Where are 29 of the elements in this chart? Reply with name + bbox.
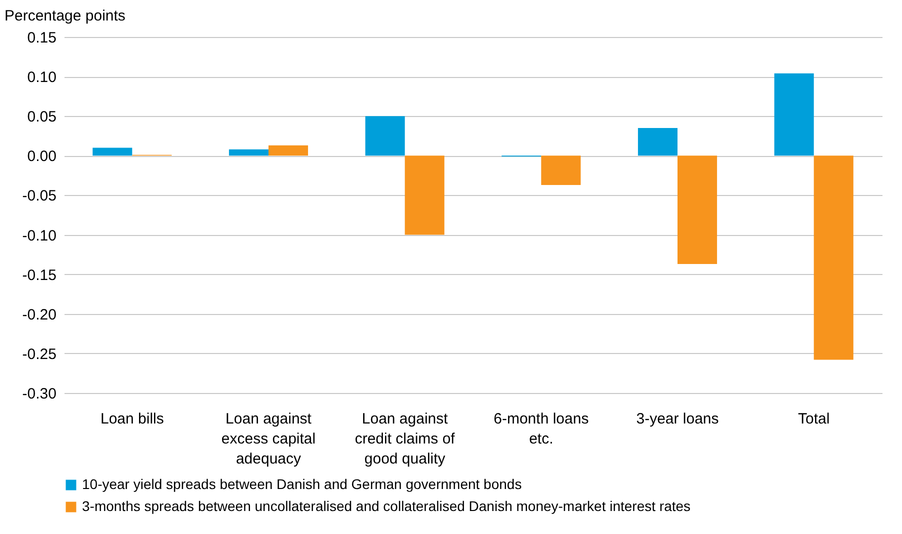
- x-tick-label: Loan against excess capital adequacy: [221, 410, 316, 468]
- y-tick-label: -0.05: [22, 188, 56, 205]
- x-tick-label: Loan against credit claims of good quality: [354, 410, 456, 468]
- bar: [228, 149, 268, 156]
- y-axis-title: Percentage points: [4, 8, 126, 24]
- bar: [638, 128, 678, 156]
- bar: [365, 116, 405, 156]
- x-tick-label: 6-month loans etc.: [494, 410, 589, 448]
- x-tick-label: Total: [798, 410, 830, 428]
- y-tick-label: -0.25: [22, 346, 56, 363]
- y-tick-label: 0.10: [27, 69, 56, 86]
- bar: [814, 156, 854, 360]
- legend-label: 10-year yield spreads between Danish and German government bonds: [82, 476, 522, 492]
- bar: [541, 156, 581, 185]
- bar: [774, 73, 814, 156]
- y-tick-label: 0.15: [27, 30, 56, 46]
- bar: [404, 156, 444, 235]
- x-tick-label: Loan bills: [100, 410, 164, 428]
- bar: [92, 148, 132, 156]
- y-tick-label: -0.30: [22, 386, 56, 402]
- bar: [268, 145, 308, 156]
- bar: [678, 156, 718, 264]
- y-tick-label: -0.20: [22, 306, 56, 324]
- y-tick-label: 0.00: [27, 148, 56, 166]
- y-tick-label: -0.10: [22, 227, 56, 244]
- x-tick-label: 3-year loans: [636, 410, 719, 428]
- y-tick-label: 0.05: [27, 108, 56, 126]
- y-tick-label: -0.15: [22, 266, 56, 284]
- legend-label: 3-months spreads between uncollateralised and collateralised Danish money-market interest rates: [82, 498, 691, 514]
